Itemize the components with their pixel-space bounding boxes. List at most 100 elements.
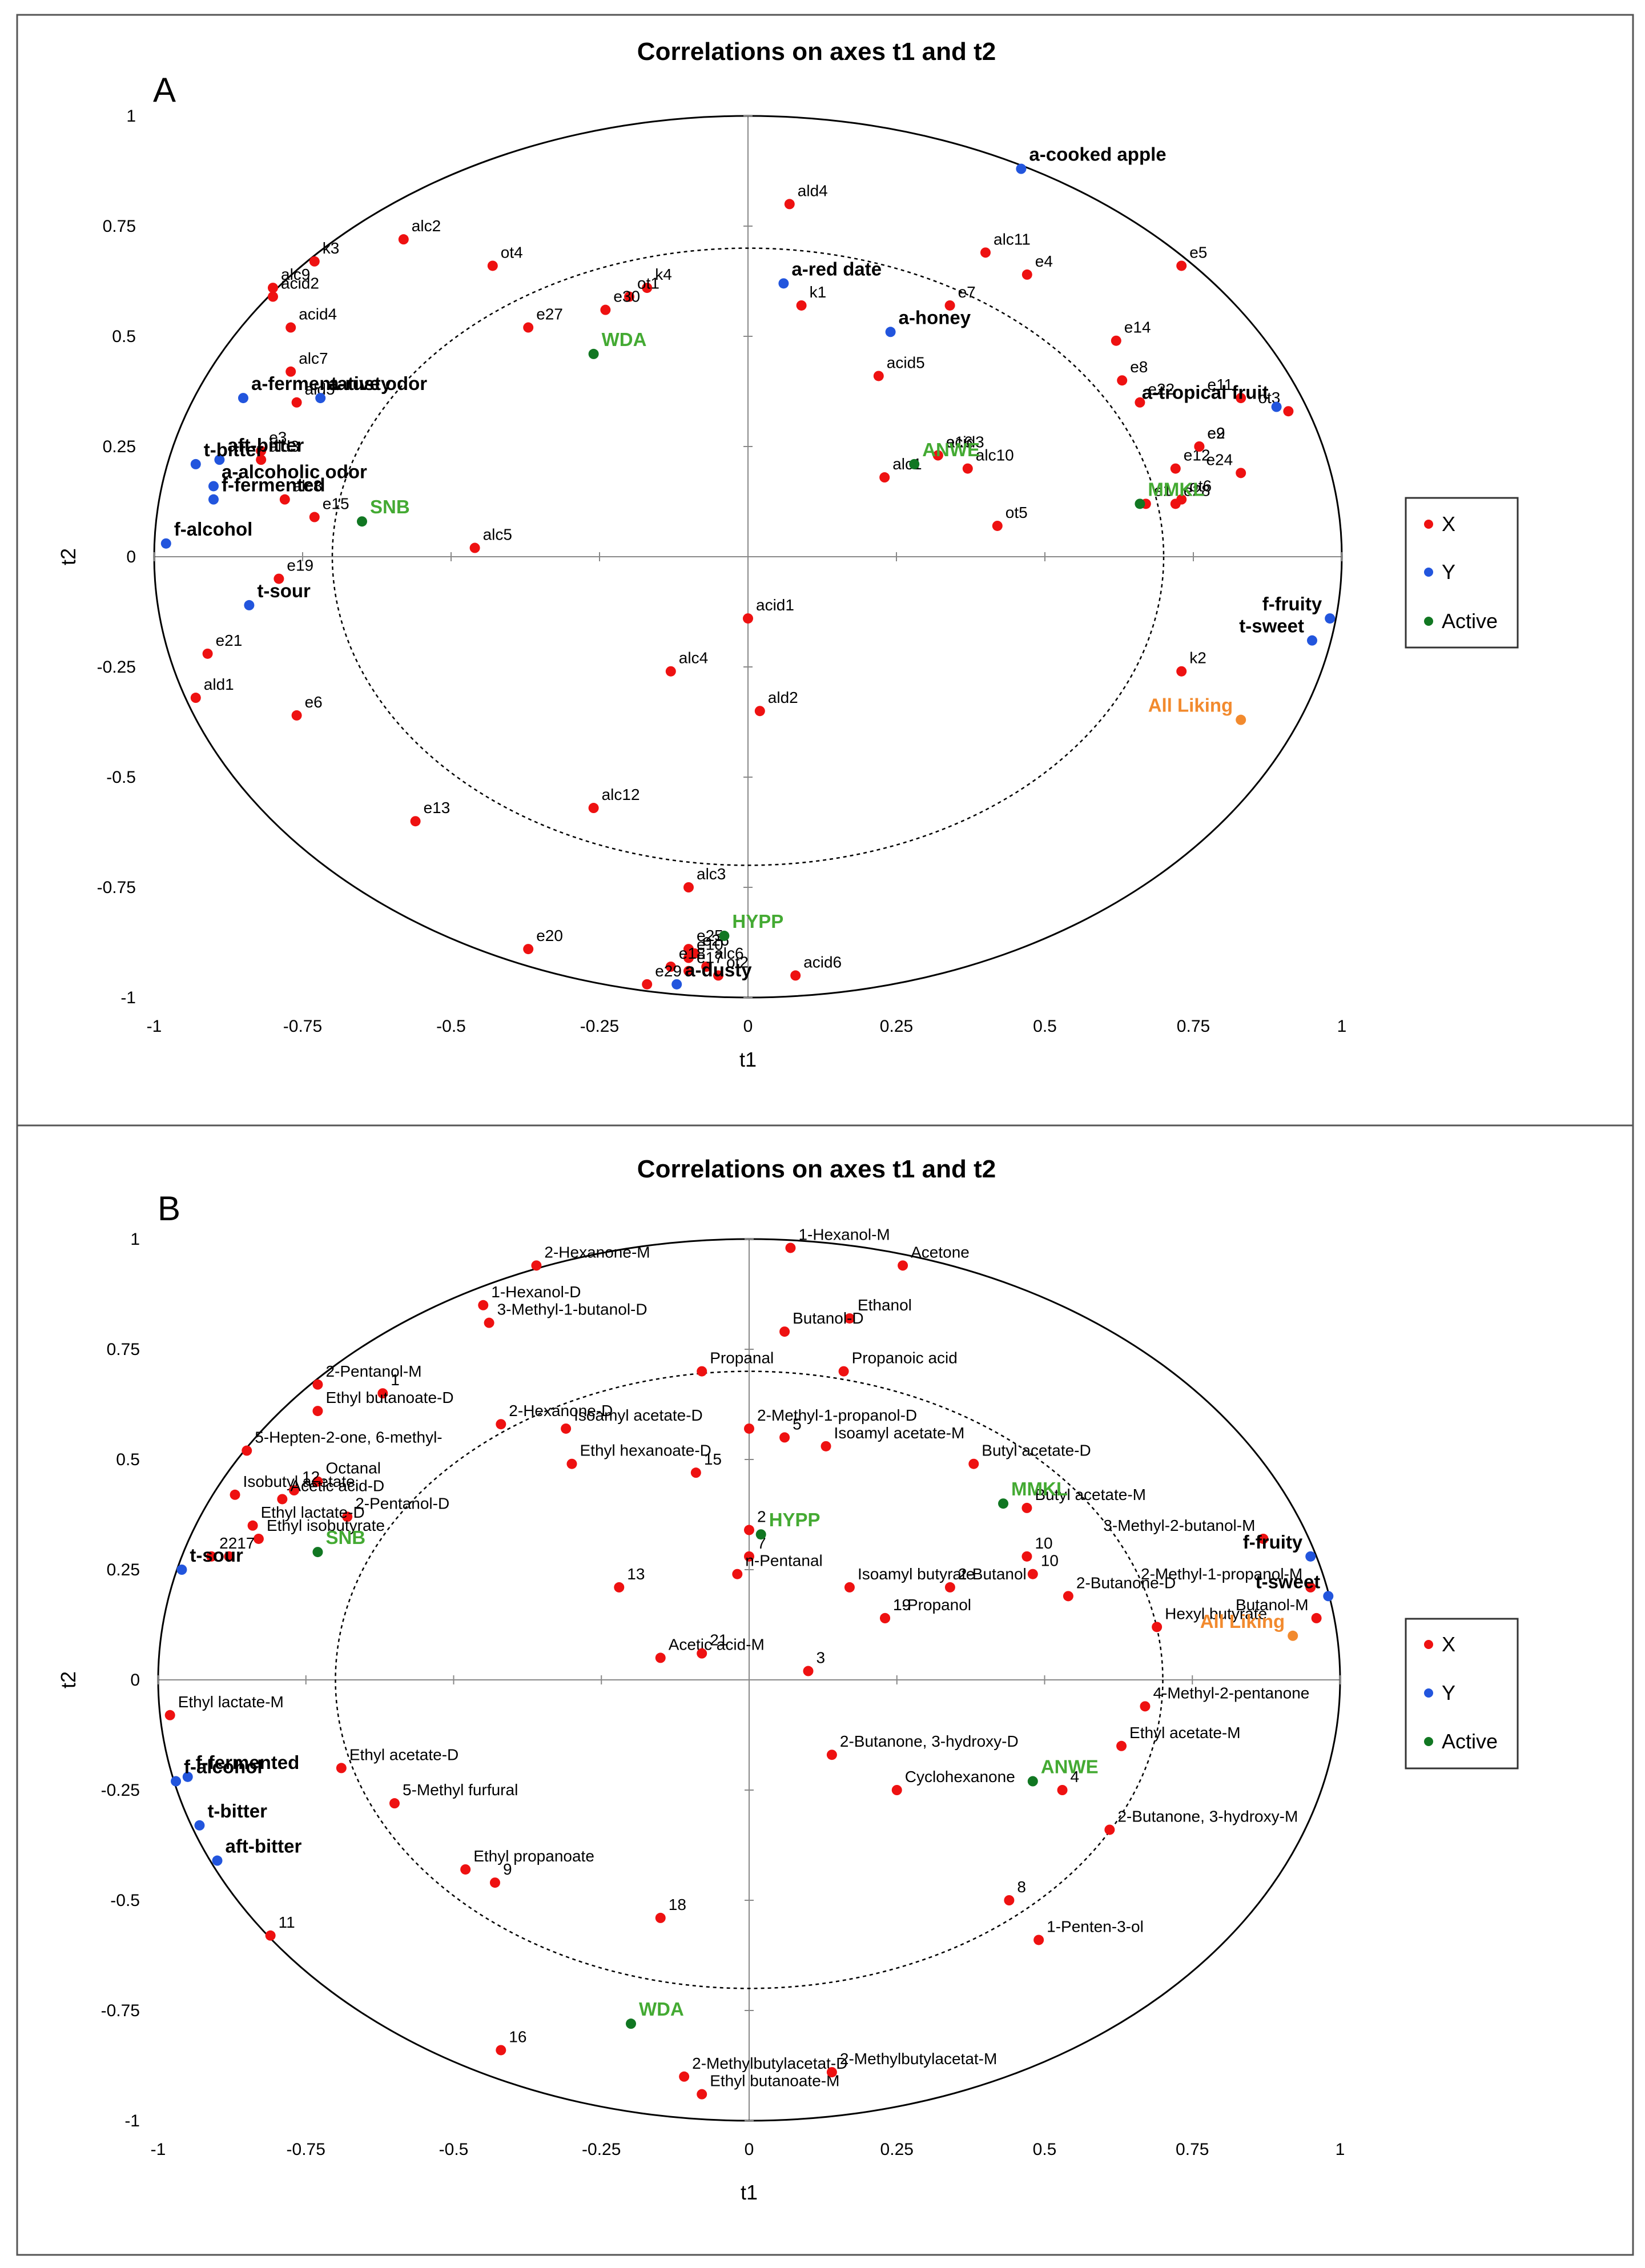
point-label-acid5: acid5 xyxy=(887,353,925,371)
y-tick-label: 0.5 xyxy=(112,327,136,346)
point-label-anwe: ANWE xyxy=(1041,1756,1099,1778)
point-label-alc8: alc8 xyxy=(293,477,322,495)
x-tick-label: 0.75 xyxy=(1177,1017,1210,1036)
point-22 xyxy=(206,1551,217,1562)
point-butanol-d xyxy=(779,1326,790,1337)
point-label-acid2: acid2 xyxy=(281,275,319,292)
point-label-snb: SNB xyxy=(325,1527,365,1548)
point-label-2: 2 xyxy=(757,1508,766,1526)
point-label-a-alcoholic-odor: a-alcoholic odor xyxy=(222,461,367,482)
point-label-f-alcohol: f-alcohol xyxy=(174,518,253,540)
point-label-acetic-acid-d: Acetic acid-D xyxy=(290,1477,384,1494)
point-t-sour xyxy=(244,600,255,610)
point-label-e14: e14 xyxy=(1124,319,1151,336)
point-e10 xyxy=(683,952,694,963)
point-16 xyxy=(496,2045,506,2056)
chart-title: Correlations on axes t1 and t2 xyxy=(637,38,996,66)
point-label-4: 4 xyxy=(1071,1768,1080,1786)
point-label-ethyl-butanoate-d: Ethyl butanoate-D xyxy=(325,1389,453,1406)
point-label-mmkl: MMKL xyxy=(1011,1478,1068,1499)
legend-label-active: Active xyxy=(1442,1730,1498,1753)
point-a-alcoholic-odor xyxy=(208,481,219,492)
point-label-e30: e30 xyxy=(613,288,640,305)
point-ethyl-acetate-m xyxy=(1116,1740,1127,1751)
point-1-hexanol-d xyxy=(478,1300,489,1310)
point-2-butanone-d xyxy=(1063,1591,1073,1602)
point-label-f-fermented: f-fermented xyxy=(222,474,325,496)
point-ald5 xyxy=(291,397,302,408)
point-label-e2: e2 xyxy=(1207,424,1225,442)
point-alc3 xyxy=(683,882,694,892)
point-anwe xyxy=(1027,1776,1038,1787)
point-t-bitter xyxy=(190,459,201,469)
point-label-acid1: acid1 xyxy=(756,596,794,614)
x-tick-label: 0.5 xyxy=(1033,1017,1057,1036)
point-t-sweet xyxy=(1307,635,1317,646)
point-t-sweet xyxy=(1323,1591,1334,1602)
point-label-cyclohexanone: Cyclohexanone xyxy=(905,1768,1015,1786)
point-label-e13: e13 xyxy=(424,799,451,817)
point-label-ald3: ald3 xyxy=(269,437,299,455)
point-label-e28: e28 xyxy=(1184,481,1210,499)
point-label-e1: e1 xyxy=(1154,481,1172,499)
point-label-ethyl-hexanoate-d: Ethyl hexanoate-D xyxy=(580,1442,711,1459)
point-12 xyxy=(289,1485,300,1496)
point-e11 xyxy=(1236,393,1246,404)
y-tick-label: -1 xyxy=(120,988,136,1007)
point-label-a-honey: a-honey xyxy=(899,307,971,328)
point-label-10: 10 xyxy=(1041,1552,1059,1570)
point-label-k1: k1 xyxy=(810,283,827,301)
point-ethyl-lactate-d xyxy=(247,1520,258,1531)
plot-area: -1 -0.75 -0.5 -0.25 0 0.25 0.5 0.75 110.750.50.2… xyxy=(101,1225,1345,2159)
y-axis-label: t2 xyxy=(57,548,80,565)
x-tick-label: -1 xyxy=(151,2140,166,2159)
point-acetone xyxy=(898,1260,908,1271)
point-4-methyl-2-pentanone xyxy=(1140,1701,1151,1712)
point-1 xyxy=(377,1388,388,1399)
legend-marker-y xyxy=(1424,1688,1433,1698)
point-e29 xyxy=(642,979,653,990)
point-label-5-methyl-furfural: 5-Methyl furfural xyxy=(403,1781,518,1799)
point-label-e19: e19 xyxy=(287,557,313,574)
point-label-f-fruity: f-fruity xyxy=(1243,1531,1303,1553)
point-label-e29: e29 xyxy=(655,962,682,980)
point-label-k2: k2 xyxy=(1189,649,1206,667)
point-10 xyxy=(1021,1551,1032,1562)
point-label-ald4: ald4 xyxy=(798,182,828,199)
point-2-methylbutylacetat-d xyxy=(679,2071,690,2082)
point-label-e22: e22 xyxy=(1148,380,1175,398)
point-label-19: 19 xyxy=(893,1596,911,1614)
y-tick-label: 0 xyxy=(126,548,136,566)
point-label-8: 8 xyxy=(1017,1878,1026,1896)
point-ethyl-butanoate-d xyxy=(312,1406,323,1417)
point-acetic-acid-m xyxy=(655,1652,666,1663)
point-acid1 xyxy=(743,613,753,624)
point-label-17: 17 xyxy=(237,1534,255,1552)
point-label-1-propanol: 1-Propanol xyxy=(893,1596,971,1614)
point-label-e8: e8 xyxy=(1130,358,1148,376)
point-label-2-pentanol-d: 2-Pentanol-D xyxy=(355,1494,449,1512)
point-label-all-liking: All Liking xyxy=(1200,1611,1285,1632)
point-label-alc3: alc3 xyxy=(697,865,726,883)
x-axis-label: t1 xyxy=(741,2181,758,2204)
point-hexyl-butyrate xyxy=(1152,1622,1163,1632)
legend-label-x: X xyxy=(1442,512,1455,536)
point-cyclohexanone xyxy=(891,1785,902,1795)
point-a-red-date xyxy=(778,278,789,289)
y-tick-label: -0.25 xyxy=(97,658,136,677)
point-e13 xyxy=(410,816,421,827)
point-e18 xyxy=(665,961,676,972)
point-label-isoamyl-acetate-d: Isoamyl acetate-D xyxy=(574,1406,703,1424)
point-a-tropical-fruit xyxy=(1271,401,1282,412)
point-k4 xyxy=(642,283,653,293)
y-tick-label: 1 xyxy=(130,1230,140,1249)
point-2-hexanone-d xyxy=(496,1419,506,1430)
point-label-e15: e15 xyxy=(323,495,349,513)
point-label-anwe: ANWE xyxy=(922,439,980,460)
point-e12 xyxy=(1170,463,1181,474)
point-label-a-red-date: a-red date xyxy=(791,258,882,279)
point-ethyl-acetate-d xyxy=(336,1763,347,1774)
point-alc10 xyxy=(962,463,973,474)
point-all-liking xyxy=(1288,1630,1298,1641)
point-ald2 xyxy=(754,706,765,717)
